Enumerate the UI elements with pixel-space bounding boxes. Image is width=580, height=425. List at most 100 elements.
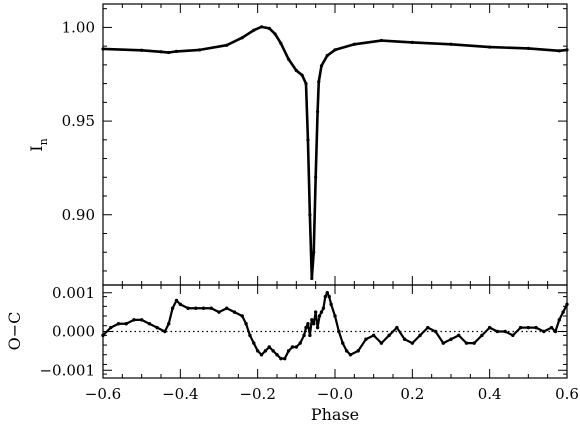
residual-point <box>139 318 144 322</box>
residual-point <box>310 318 314 322</box>
top-y-tick-label: 1.00 <box>62 18 95 36</box>
residual-point <box>167 322 171 326</box>
light-curve-point <box>140 48 144 52</box>
residual-point <box>178 302 183 307</box>
residual-point <box>279 356 283 361</box>
light-curve-point <box>319 64 324 68</box>
residual-point <box>155 325 159 330</box>
residual-point <box>561 310 565 314</box>
residual-point <box>503 329 507 334</box>
x-tick-label: 0.6 <box>555 385 579 403</box>
residual-point <box>294 345 299 349</box>
residual-point <box>315 325 320 330</box>
light-curve-point <box>352 42 356 46</box>
residual-point <box>255 349 260 353</box>
residual-point <box>306 322 310 326</box>
residual-point <box>337 329 341 334</box>
residual-point <box>275 353 279 357</box>
light-curve-point <box>488 45 492 49</box>
residual-point <box>290 345 295 349</box>
light-curve-point <box>294 68 298 73</box>
light-curve-series <box>102 25 568 280</box>
light-curve-point <box>316 110 320 114</box>
residual-point <box>379 341 384 345</box>
light-curve-point <box>252 28 256 32</box>
residual-point <box>319 310 324 314</box>
residual-point <box>344 349 349 353</box>
light-curve-point <box>310 276 314 281</box>
residual-point <box>348 353 353 357</box>
light-curve-point <box>379 38 383 43</box>
residual-point <box>170 306 175 310</box>
bottom-y-tick-label: 0.000 <box>52 323 95 341</box>
residual-point <box>395 325 399 330</box>
light-curve-point <box>565 48 569 52</box>
bottom-y-tick-label: 0.001 <box>52 284 95 302</box>
residual-point <box>317 314 322 318</box>
x-axis-title: Phase <box>311 405 359 424</box>
residual-point <box>371 333 376 338</box>
light-curve-point <box>308 213 312 217</box>
light-curve-panel: 0.90 0.95 1.00 In <box>27 3 569 286</box>
light-curve-point <box>225 43 229 47</box>
light-curve-point <box>449 42 453 46</box>
residual-point <box>252 341 256 345</box>
light-curve-point <box>314 175 318 179</box>
residual-point <box>356 349 360 353</box>
residual-point <box>333 314 337 318</box>
residual-point <box>323 294 328 299</box>
light-curve-point <box>267 26 271 30</box>
residual-point <box>304 325 308 330</box>
light-curve-point <box>259 25 264 29</box>
light-curve-point <box>526 46 530 50</box>
residual-point <box>441 341 445 345</box>
x-tick-label: −0.0 <box>317 385 353 403</box>
x-tick-label: −0.2 <box>239 385 275 403</box>
light-curve-point <box>174 49 179 53</box>
light-curve-point <box>410 40 414 45</box>
residual-point <box>101 333 105 338</box>
residual-point <box>308 333 312 338</box>
residual-point <box>457 333 461 338</box>
residual-point <box>325 291 329 295</box>
light-curve-point <box>300 73 304 77</box>
residual-point <box>526 325 531 330</box>
light-curve-point <box>312 250 316 254</box>
residual-point <box>534 325 538 330</box>
residual-point <box>286 349 291 353</box>
x-tick-label: −0.6 <box>85 385 121 403</box>
residual-point <box>327 294 331 299</box>
light-curve-point <box>240 36 244 40</box>
residual-point <box>217 310 221 314</box>
residual-series <box>102 291 568 360</box>
residual-point <box>225 306 229 310</box>
light-curve-point <box>273 32 277 36</box>
light-curve-point <box>306 138 310 142</box>
x-tick-label: 0.2 <box>400 385 424 403</box>
residual-point <box>329 302 333 307</box>
residual-point <box>495 329 500 334</box>
residuals-panel: −0.6 −0.4 −0.2 −0.0 0.2 0.4 0.6 −0.001 0.000 0.00… <box>5 284 579 424</box>
residual-point <box>163 329 167 334</box>
top-y-axis-title-subscript: n <box>37 138 50 145</box>
residual-point <box>321 306 326 310</box>
residual-point <box>364 337 368 341</box>
residual-point <box>147 322 152 326</box>
residual-point <box>472 341 476 345</box>
light-curve-point <box>333 48 337 52</box>
light-curve-point <box>159 50 163 54</box>
residual-point <box>313 310 318 314</box>
residual-point <box>565 302 569 307</box>
residual-point <box>511 333 515 338</box>
bottom-y-tick-label: −0.001 <box>39 361 95 379</box>
residual-point <box>387 333 391 338</box>
residual-point <box>480 333 484 338</box>
residual-point <box>549 325 554 330</box>
light-curve-point <box>304 82 308 86</box>
light-curve-point <box>198 48 202 52</box>
residual-point <box>433 329 438 334</box>
residual-point <box>259 353 264 357</box>
residual-point <box>464 341 469 345</box>
top-y-axis-title-main: I <box>27 145 46 151</box>
